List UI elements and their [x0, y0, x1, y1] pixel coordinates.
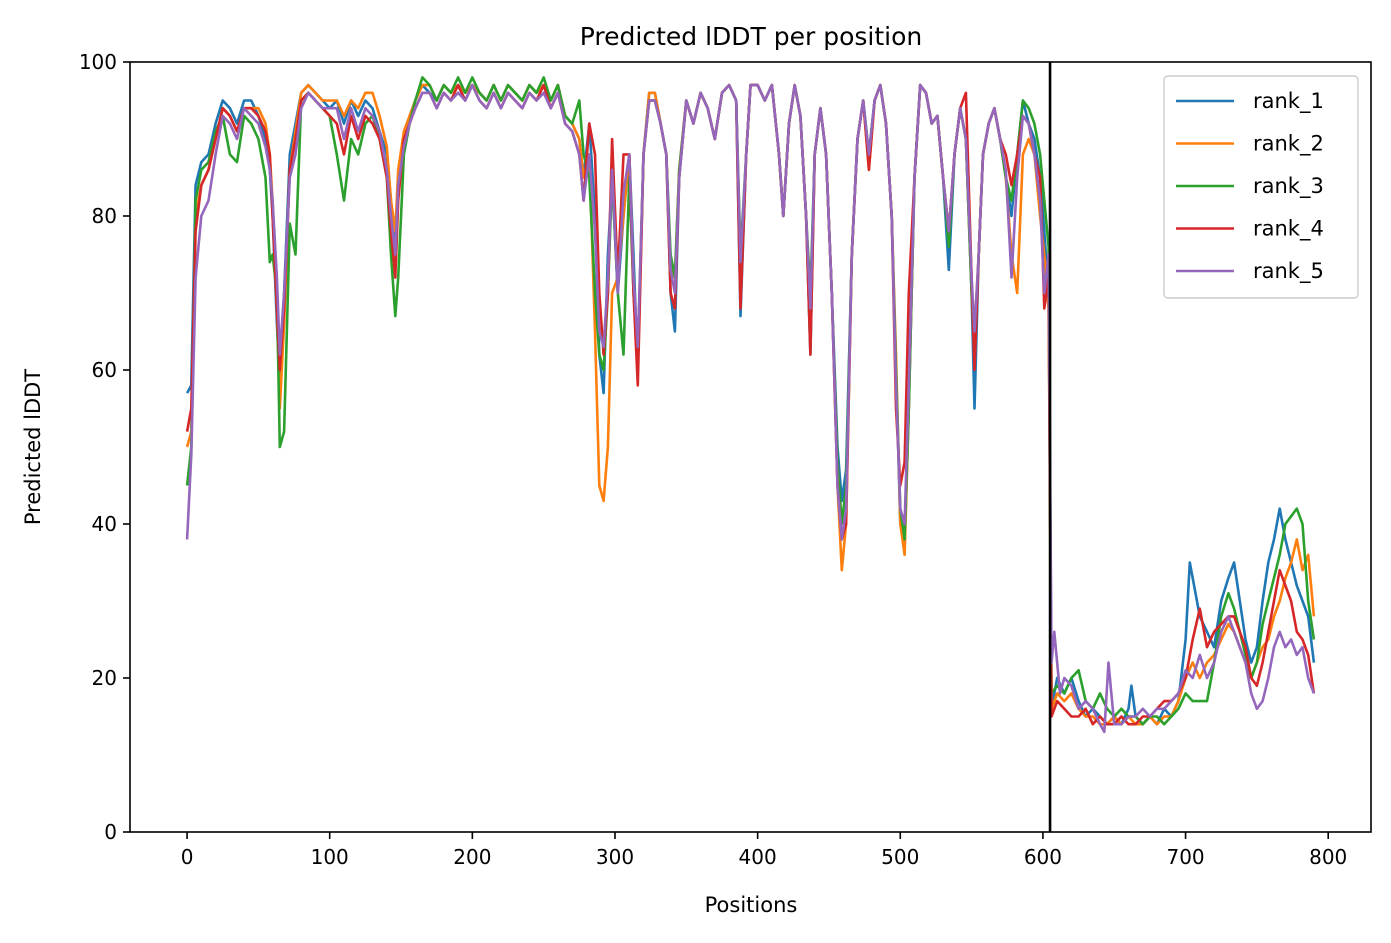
- y-tick-label: 0: [104, 820, 117, 844]
- y-tick-label: 80: [92, 204, 117, 228]
- y-axis: 0 20 40 60 80 100: [79, 50, 130, 844]
- legend-frame: [1163, 75, 1359, 299]
- y-axis-title: Predicted lDDT: [21, 369, 45, 525]
- series-layer: [185, 76, 1316, 734]
- legend-label: rank_3: [1253, 174, 1324, 199]
- series-line-rank-5: [185, 83, 1316, 734]
- x-tick-label: 100: [311, 845, 349, 869]
- x-tick-label: 300: [596, 845, 634, 869]
- x-axis-title: Positions: [705, 893, 798, 917]
- y-tick-label: 40: [92, 512, 117, 536]
- legend-label: rank_5: [1253, 259, 1324, 284]
- x-tick-label: 700: [1166, 845, 1204, 869]
- legend: rank_1 rank_2 rank_3 rank_4 rank_5: [1163, 75, 1359, 299]
- x-tick-label: 0: [181, 845, 194, 869]
- legend-label: rank_1: [1253, 89, 1324, 114]
- x-tick-label: 500: [881, 845, 919, 869]
- x-tick-label: 200: [453, 845, 491, 869]
- y-tick-label: 60: [92, 358, 117, 382]
- legend-label: rank_4: [1253, 217, 1324, 242]
- y-tick-label: 20: [92, 666, 117, 690]
- plot-frame: [129, 61, 1372, 833]
- chart-title: Predicted lDDT per position: [580, 22, 922, 51]
- x-tick-label: 800: [1309, 845, 1347, 869]
- x-tick-label: 600: [1024, 845, 1062, 869]
- x-tick-label: 400: [739, 845, 777, 869]
- plot-area: [129, 61, 1372, 833]
- y-tick-label: 100: [79, 50, 117, 74]
- x-axis: 0 100 200 300 400 500 600 700 800: [181, 832, 1347, 869]
- legend-label: rank_2: [1253, 132, 1324, 157]
